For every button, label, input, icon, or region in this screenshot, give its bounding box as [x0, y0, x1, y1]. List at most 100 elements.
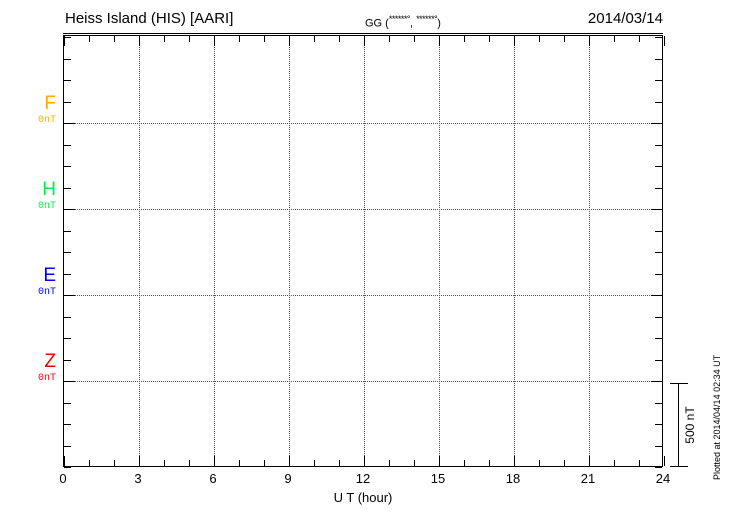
station-title: Heiss Island (HIS) [AARI] [65, 10, 234, 27]
y-tick-left [64, 166, 71, 167]
y-tick-left [64, 381, 75, 382]
x-tick-top [64, 36, 65, 46]
y-tick-left [64, 295, 75, 296]
y-tick-right [651, 381, 662, 382]
y-tick-left [64, 101, 71, 103]
x-tick-bottom [164, 460, 165, 466]
x-tick-bottom [414, 460, 415, 466]
component-zero-label-h: 0nT [37, 201, 56, 212]
y-tick-right [655, 273, 662, 275]
x-tick-top [564, 36, 565, 42]
x-tick-top [114, 36, 115, 42]
y-tick-right [655, 58, 662, 60]
vertical-gridline [214, 36, 215, 466]
x-tick-top [464, 36, 465, 42]
vertical-gridline [364, 36, 365, 466]
x-tick-bottom [314, 460, 315, 466]
scale-bar-line [678, 383, 679, 467]
plot-inner [64, 36, 665, 468]
y-tick-right [655, 252, 662, 253]
y-tick-left [64, 402, 71, 404]
vertical-gridline [439, 36, 440, 466]
x-tick-bottom [189, 460, 190, 466]
x-tick-bottom [664, 456, 665, 466]
x-tick-label: 3 [134, 471, 142, 486]
x-tick-top [364, 36, 365, 46]
y-tick-left [64, 338, 71, 339]
x-tick-top [489, 36, 490, 42]
observation-date: 2014/03/14 [587, 10, 663, 27]
x-tick-label: 24 [655, 471, 671, 486]
y-tick-right [655, 166, 662, 167]
y-tick-left [64, 445, 71, 447]
x-tick-bottom [539, 460, 540, 466]
x-tick-top [589, 36, 590, 46]
x-tick-top [539, 36, 540, 42]
x-tick-bottom [339, 460, 340, 466]
y-tick-right [655, 424, 662, 425]
y-tick-left [64, 123, 75, 124]
baseline-gridline-e [64, 295, 662, 296]
x-tick-bottom [489, 460, 490, 466]
y-tick-right [655, 187, 662, 189]
component-zero-label-f: 0nT [37, 115, 56, 126]
x-tick-top [314, 36, 315, 42]
x-tick-top [639, 36, 640, 42]
x-tick-bottom [364, 456, 365, 466]
header-divider [63, 33, 663, 34]
component-letter-h: H [42, 179, 56, 200]
y-tick-left [64, 58, 71, 60]
x-tick-bottom [114, 460, 115, 466]
y-tick-right [655, 144, 662, 146]
x-axis-title: U T (hour) [333, 490, 393, 505]
y-tick-left [64, 209, 75, 210]
plotted-at-timestamp: Plotted at 2014/04/14 02:34 UT [712, 354, 722, 480]
x-tick-label: 9 [284, 471, 292, 486]
x-tick-label: 21 [580, 471, 596, 486]
vertical-gridline [589, 36, 590, 466]
y-tick-left [64, 273, 71, 275]
x-tick-label: 12 [355, 471, 371, 486]
y-tick-right [655, 80, 662, 81]
baseline-gridline-f [64, 123, 662, 124]
x-tick-label: 6 [209, 471, 217, 486]
y-tick-right [655, 467, 662, 468]
y-tick-left [64, 144, 71, 146]
chart-header: Heiss Island (HIS) [AARI] GG (******°, *… [63, 10, 663, 34]
x-tick-top [164, 36, 165, 42]
scale-bar-bottom-cap [670, 466, 688, 467]
y-tick-right [651, 295, 662, 296]
x-tick-label: 18 [505, 471, 521, 486]
x-tick-top [139, 36, 140, 46]
geographic-coordinates: GG (******°, ******°) [365, 14, 441, 30]
x-tick-top [414, 36, 415, 42]
component-zero-label-z: 0nT [37, 373, 56, 384]
x-tick-top [664, 36, 665, 46]
x-tick-top [239, 36, 240, 42]
x-tick-top [389, 36, 390, 42]
geo-latitude: ******° [388, 14, 411, 24]
x-tick-bottom [139, 456, 140, 466]
vertical-gridline [514, 36, 515, 466]
y-tick-left [64, 80, 71, 81]
y-tick-right [655, 445, 662, 447]
geo-prefix: GG ( [365, 17, 389, 30]
x-tick-bottom [639, 460, 640, 466]
y-tick-left [64, 359, 71, 361]
x-tick-top [439, 36, 440, 46]
y-tick-right [655, 316, 662, 318]
x-tick-label: 0 [59, 471, 67, 486]
y-tick-right [655, 359, 662, 361]
scale-bar [668, 381, 690, 469]
x-tick-bottom [589, 456, 590, 466]
x-tick-bottom [64, 456, 65, 466]
component-letter-e: E [43, 265, 56, 286]
baseline-gridline-z [64, 381, 662, 382]
magnetogram-plot-area [63, 35, 665, 468]
y-tick-right [651, 123, 662, 124]
vertical-gridline [289, 36, 290, 466]
y-tick-left [64, 424, 71, 425]
component-letter-z: Z [44, 351, 56, 372]
y-tick-right [655, 37, 662, 38]
x-axis-tick-labels: 0 3 6 9 12 15 18 21 24 [59, 471, 670, 489]
